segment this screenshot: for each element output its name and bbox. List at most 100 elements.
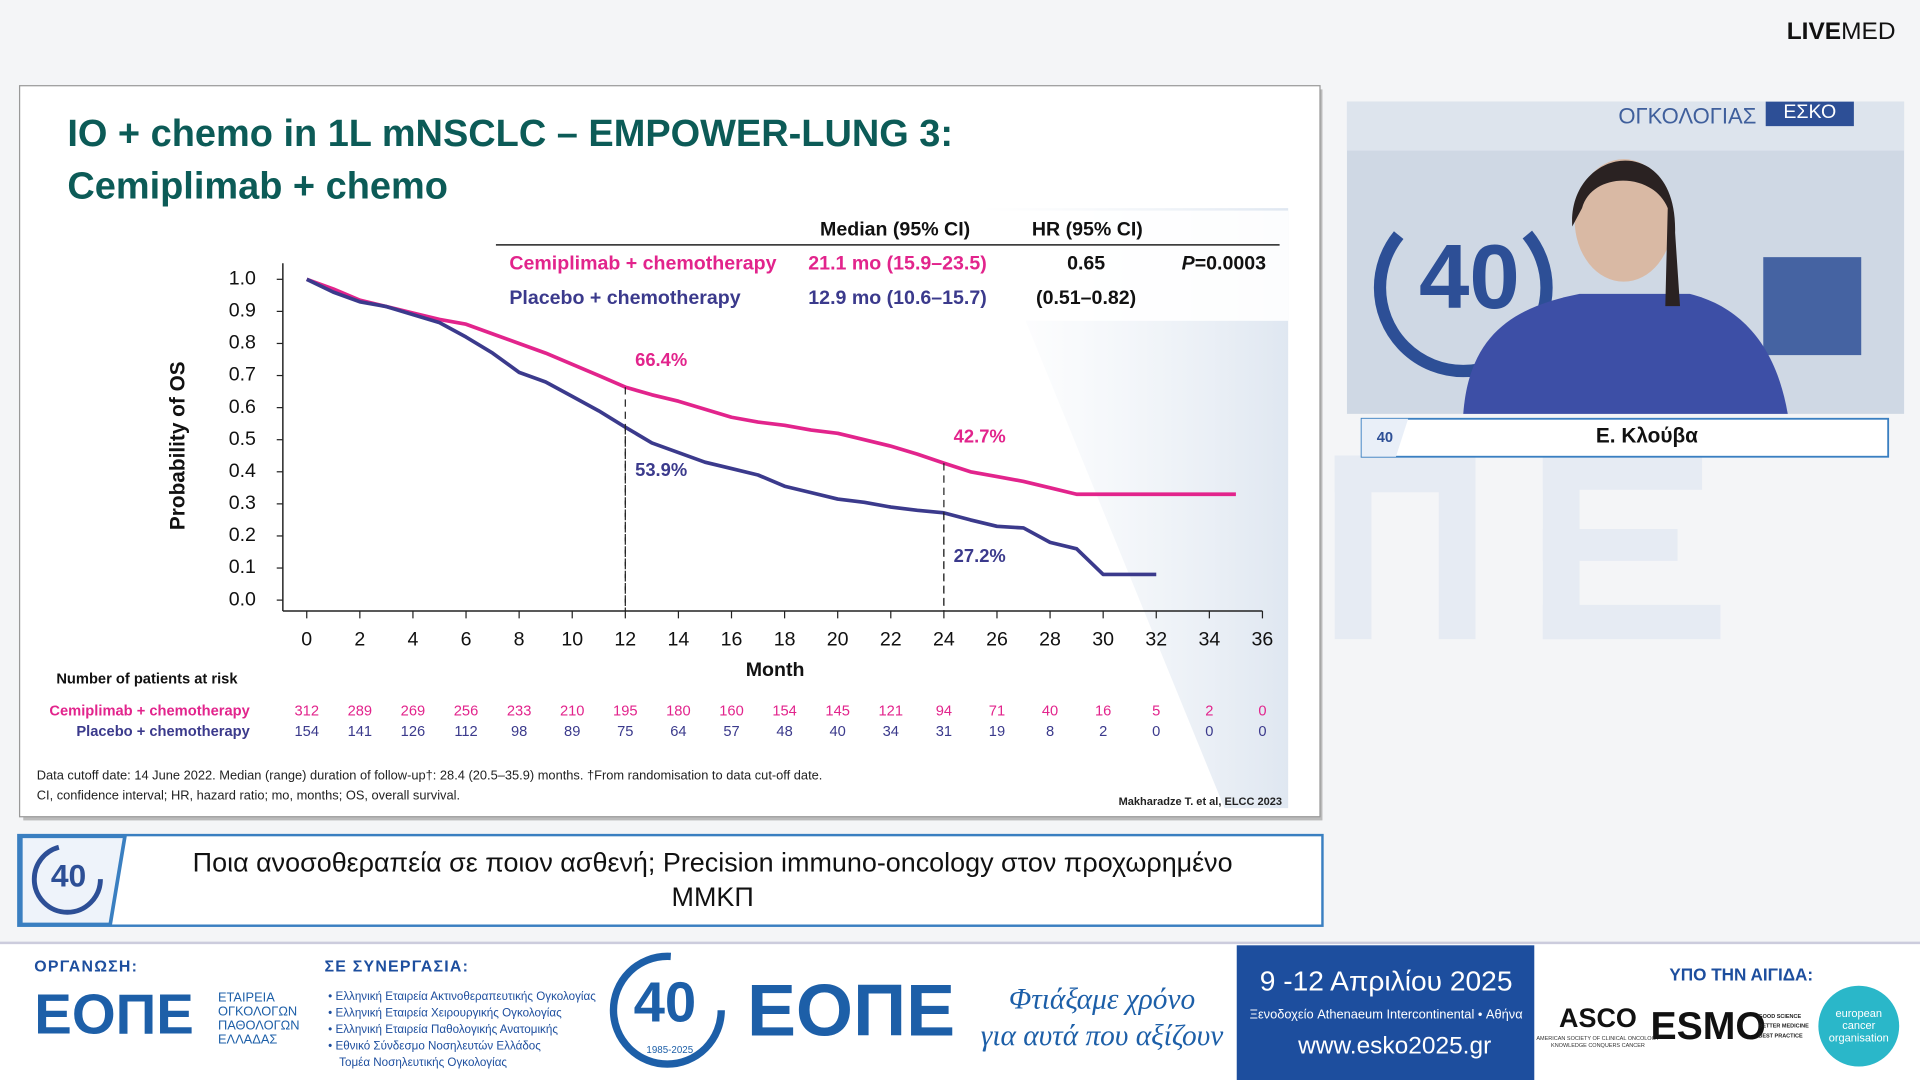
- risk-value: 48: [776, 724, 792, 740]
- event-venue: Ξενοδοχείο Athenaeum Intercontinental • …: [1250, 1006, 1524, 1021]
- x-tick-label: 0: [301, 629, 312, 651]
- risk-value: 64: [670, 724, 686, 740]
- x-tick-label: 4: [407, 629, 418, 651]
- partners-label: ΣΕ ΣΥΝΕΡΓΑΣΙΑ:: [324, 959, 469, 976]
- risk-value: 112: [454, 724, 477, 740]
- table-header: HR (95% CI): [1032, 218, 1143, 240]
- tagline: Φτιάξαμε χρόνο: [1009, 983, 1195, 1015]
- risk-value: 40: [1042, 703, 1058, 719]
- footnote: Data cutoff date: 14 June 2022. Median (…: [37, 768, 823, 783]
- risk-value: 31: [936, 724, 952, 740]
- footer: [0, 942, 1920, 1080]
- speaker-body: [1463, 293, 1788, 414]
- video-decoration: [1763, 257, 1862, 356]
- session-bar: [17, 833, 1324, 927]
- partners: • Ελληνική Εταιρεία Ακτινοθεραπευτικής Ο…: [328, 990, 596, 1069]
- risk-value: 154: [772, 703, 797, 719]
- slide-title: Cemiplimab + chemo: [67, 166, 448, 208]
- risk-value: 126: [401, 724, 426, 740]
- x-tick-label: 26: [986, 629, 1008, 651]
- footer-line: Τομέα Νοσηλευτικής Ογκολογίας: [339, 1056, 507, 1069]
- x-tick-label: 28: [1039, 629, 1061, 651]
- y-tick-label: 0.0: [229, 588, 256, 610]
- video-logo: 40: [1419, 227, 1520, 328]
- esmo-lines: GOOD SCIENCE BETTER MEDICINE BEST PRACTICE: [1758, 1014, 1809, 1040]
- footer-line: organisation: [1829, 1032, 1889, 1044]
- speaker-video: ΟΓΚΟΛΟΓΙΑΣ ΕΣΚΟ 40: [1346, 101, 1905, 414]
- y-tick-label: 0.2: [229, 524, 256, 546]
- speaker-face: [1574, 159, 1673, 282]
- footer-line: ΕΤΑΙΡΕΙΑ: [218, 989, 275, 1004]
- footer-line: • Ελληνική Εταιρεία Χειρουργικής Ογκολογ…: [328, 1006, 562, 1019]
- tagline: για αυτά που αξίζουν: [981, 1020, 1224, 1052]
- footer-line: • Ελληνική Εταιρεία Ακτινοθεραπευτικής Ο…: [328, 990, 596, 1003]
- legend-label: Placebo + chemotherapy: [509, 287, 740, 309]
- speaker-hair: [1572, 160, 1680, 307]
- p-value: P=0.0003: [1182, 253, 1266, 275]
- brand: LIVEMED: [1787, 19, 1896, 46]
- x-tick-label: 6: [461, 629, 472, 651]
- video-tag-bg: [1765, 101, 1854, 127]
- risk-value: 256: [454, 703, 479, 719]
- slide-decoration: [979, 208, 1289, 809]
- organizer-logo: ΕΟΠΕ: [34, 983, 194, 1046]
- risk-value: 94: [936, 703, 952, 719]
- y-tick-label: 0.8: [229, 332, 256, 354]
- hr-value: (0.51–0.82): [1036, 287, 1136, 309]
- risk-value: 2: [1205, 703, 1213, 719]
- y-tick-label: 0.7: [229, 364, 256, 386]
- risk-value: 269: [401, 703, 426, 719]
- x-tick-label: 36: [1252, 629, 1274, 651]
- y-tick-label: 0.9: [229, 300, 256, 322]
- x-tick-label: 8: [514, 629, 525, 651]
- risk-value: 160: [719, 703, 744, 719]
- x-tick-label: 24: [933, 629, 955, 651]
- footer-line: • Ελληνική Εταιρεία Παθολογικής Ανατομικ…: [328, 1023, 558, 1036]
- speaker-name: Ε. Κλούβα: [1596, 425, 1698, 448]
- asco-logo: ASCO: [1559, 1003, 1637, 1033]
- esmo-logo: ESMO: [1650, 1005, 1765, 1048]
- p-number: =0.0003: [1195, 253, 1266, 275]
- footer-line: ΟΓΚΟΛΟΓΩΝ: [218, 1003, 297, 1018]
- hr-value: 0.65: [1067, 253, 1105, 275]
- footer-logo-number: 40: [634, 970, 697, 1033]
- name-bar: [1360, 417, 1890, 458]
- km-chart: 0.00.10.20.30.40.50.60.70.80.91.00 2 4 6 8 10…: [49, 210, 1289, 740]
- y-tick-label: 0.5: [229, 428, 256, 450]
- risk-value: 16: [1095, 703, 1111, 719]
- risk-value: 98: [511, 724, 527, 740]
- y-tick-label: 1.0: [229, 267, 256, 289]
- event-website[interactable]: www.esko2025.gr: [1297, 1032, 1491, 1059]
- x-tick-label: 10: [561, 629, 583, 651]
- x-tick-label: 34: [1198, 629, 1220, 651]
- median-value: 21.1 mo (15.9–23.5): [808, 253, 986, 275]
- risk-value: 8: [1046, 724, 1054, 740]
- survival-curve: [306, 277, 1236, 497]
- risk-value: 180: [666, 703, 691, 719]
- x-tick-label: 12: [614, 629, 636, 651]
- event-dates: 9 -12 Απριλίου 2025: [1260, 966, 1513, 997]
- risk-value: 71: [989, 703, 1005, 719]
- session-title: Ποια ανοσοθεραπεία σε ποιον ασθενή; Prec…: [193, 848, 1233, 878]
- risk-value: 289: [348, 703, 373, 719]
- x-tick-label: 16: [721, 629, 743, 651]
- footer-logo-years: 1985-2025: [646, 1045, 693, 1056]
- risk-value: 40: [830, 724, 846, 740]
- risk-title: Number of patients at risk: [56, 671, 238, 687]
- video-logo-ring: [1373, 198, 1553, 378]
- risk-row-label: Placebo + chemotherapy: [76, 724, 250, 740]
- risk-value: 5: [1152, 703, 1160, 719]
- p-label: P: [1182, 253, 1196, 275]
- footer-line: ΠΑΘΟΛΟΓΩΝ: [218, 1018, 300, 1033]
- footer-line: ΕΛΛΑΔΑΣ: [218, 1032, 277, 1047]
- y-tick-label: 0.4: [229, 460, 256, 482]
- risk-value: 75: [617, 724, 633, 740]
- footer-logo-word: ΕΟΠΕ: [747, 969, 955, 1052]
- legend-label: Cemiplimab + chemotherapy: [509, 253, 776, 275]
- risk-value: 0: [1205, 724, 1213, 740]
- x-tick-label: 18: [774, 629, 796, 651]
- risk-value: 141: [348, 724, 373, 740]
- footer-line: BETTER MEDICINE: [1758, 1024, 1809, 1030]
